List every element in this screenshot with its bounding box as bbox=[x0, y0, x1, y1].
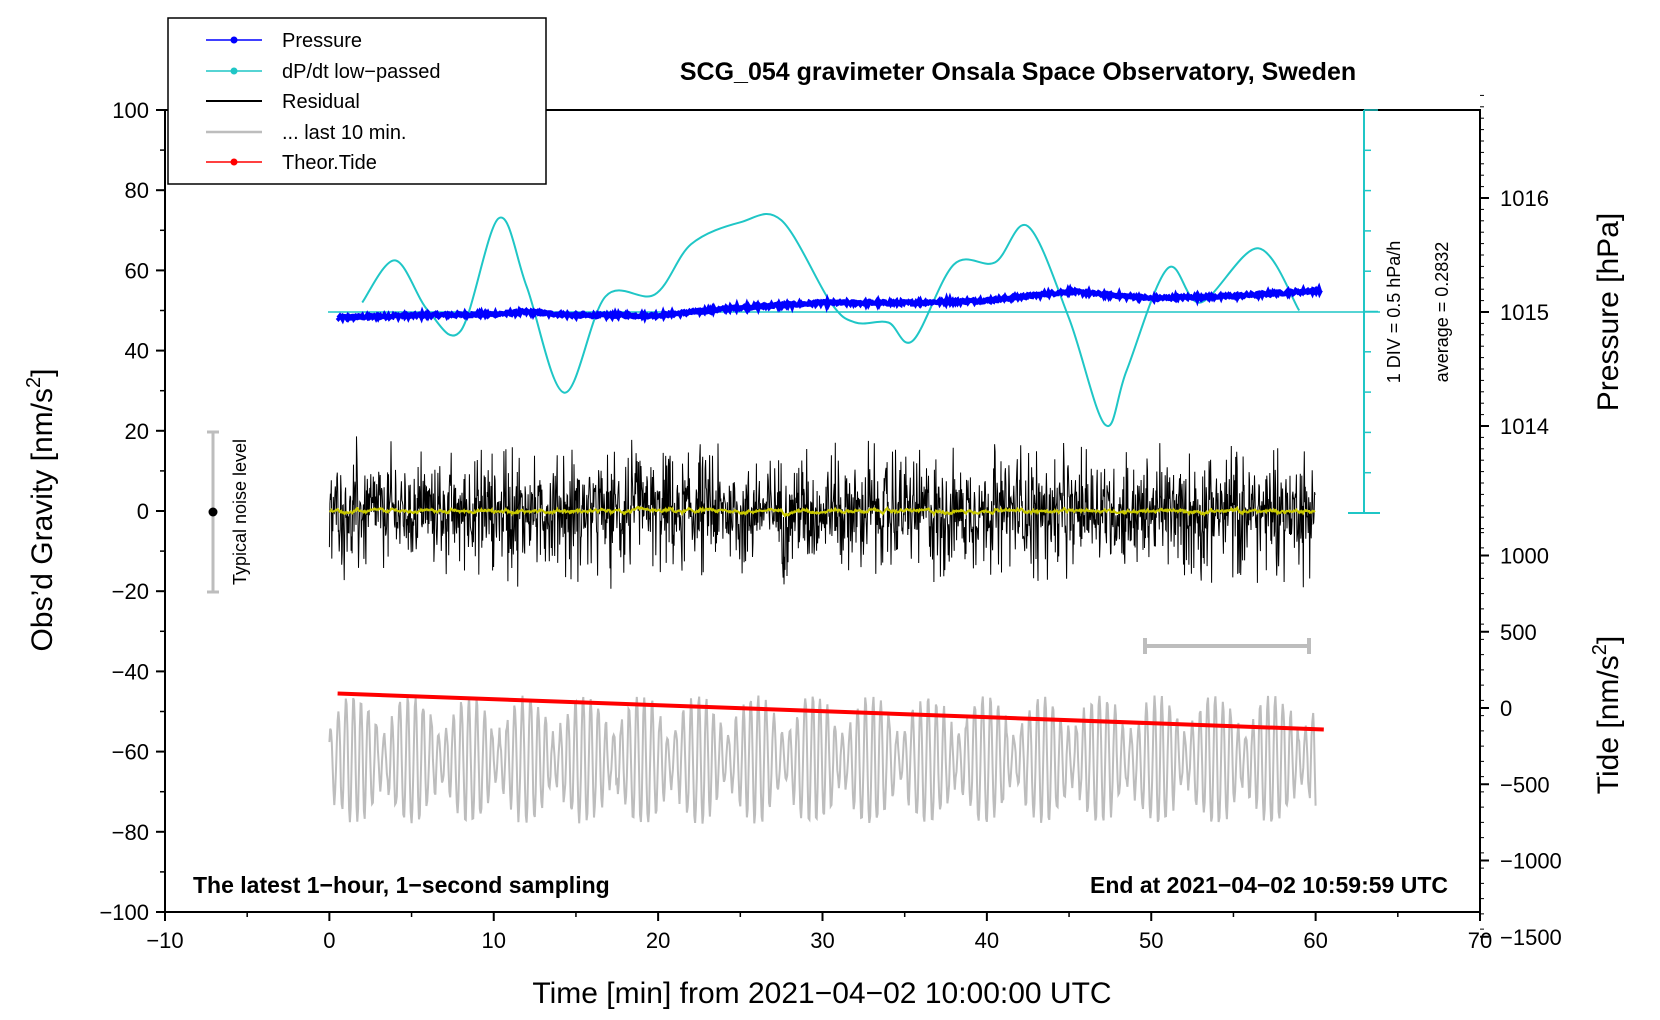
tide-tick-label: −1000 bbox=[1500, 849, 1562, 874]
last-10-min-series-line bbox=[328, 695, 1317, 824]
x-tick-label: 60 bbox=[1303, 928, 1327, 953]
y-axis-label-left: Obs’d Gravity [nm/s2] bbox=[23, 369, 59, 652]
svg-text:Theor.Tide: Theor.Tide bbox=[282, 152, 377, 174]
noise-level-bar bbox=[207, 430, 219, 594]
residual-smoothed-line bbox=[328, 505, 1316, 518]
x-tick-label: 70 bbox=[1468, 928, 1492, 953]
svg-text:Residual: Residual bbox=[282, 91, 360, 113]
y-tick-label: 80 bbox=[125, 178, 149, 203]
y-axis-ticks: 100 80 60 40 20 0 −20 −40 −60 −80 −100 bbox=[99, 98, 165, 925]
y-tick-label: −20 bbox=[112, 579, 149, 604]
tide-series-line bbox=[337, 691, 1324, 732]
x-tick-label: 30 bbox=[810, 928, 834, 953]
x-tick-label: 20 bbox=[646, 928, 670, 953]
end-time-info: End at 2021−04−02 10:59:59 UTC bbox=[1090, 872, 1448, 898]
x-axis-label: Time [min] from 2021−04−02 10:00:00 UTC bbox=[532, 977, 1111, 1010]
pressure-tick-label: 1015 bbox=[1500, 300, 1549, 325]
y-tick-label: 40 bbox=[125, 339, 149, 364]
y-tick-label: 0 bbox=[137, 499, 149, 524]
y-tick-label: −80 bbox=[112, 820, 149, 845]
legend-entry-dpdt: dP/dt low−passed bbox=[206, 61, 440, 83]
legend-entry-residual: Residual bbox=[206, 91, 360, 113]
legend-entry-pressure: Pressure bbox=[206, 30, 362, 52]
x-axis-ticks: −10 0 10 20 30 40 50 60 70 bbox=[146, 912, 1492, 953]
x-tick-label: −10 bbox=[146, 928, 183, 953]
residual-series-line bbox=[328, 436, 1316, 589]
y-tick-label: −60 bbox=[112, 740, 149, 765]
pressure-axis-ticks: 1016 1015 1014 bbox=[1480, 94, 1549, 530]
average-annotation: average = 0.2832 bbox=[1432, 242, 1452, 383]
x-tick-label: 50 bbox=[1139, 928, 1163, 953]
svg-text:Pressure: Pressure bbox=[282, 30, 362, 52]
last-10-min-indicator bbox=[1143, 638, 1311, 654]
pressure-tick-label: 1016 bbox=[1500, 186, 1549, 211]
x-tick-label: 10 bbox=[482, 928, 506, 953]
svg-text:dP/dt low−passed: dP/dt low−passed bbox=[282, 61, 440, 83]
y-axis-label-tide: Tide [nm/s2] bbox=[1589, 636, 1625, 794]
x-tick-label: 0 bbox=[323, 928, 335, 953]
y-tick-label: −40 bbox=[112, 659, 149, 684]
tide-tick-label: 0 bbox=[1500, 696, 1512, 721]
tide-tick-label: −500 bbox=[1500, 772, 1550, 797]
y-axis-label-pressure: Pressure [hPa] bbox=[1592, 213, 1625, 411]
noise-level-label: Typical noise level bbox=[230, 439, 250, 585]
tide-axis-ticks: 1000 500 0 −500 −1000 −1500 bbox=[1480, 532, 1562, 950]
dpdt-scale-bar bbox=[1348, 109, 1380, 514]
y-tick-label: −100 bbox=[99, 900, 149, 925]
y-tick-label: 100 bbox=[112, 98, 149, 123]
svg-text:... last 10 min.: ... last 10 min. bbox=[282, 122, 407, 144]
legend-entry-tide: Theor.Tide bbox=[206, 152, 377, 174]
x-tick-label: 40 bbox=[975, 928, 999, 953]
chart-title: SCG_054 gravimeter Onsala Space Observat… bbox=[680, 58, 1356, 86]
div-annotation: 1 DIV = 0.5 hPa/h bbox=[1384, 241, 1404, 384]
y-tick-label: 20 bbox=[125, 419, 149, 444]
pressure-series-line bbox=[335, 282, 1323, 325]
sampling-info: The latest 1−hour, 1−second sampling bbox=[193, 872, 610, 898]
tide-tick-label: −1500 bbox=[1500, 925, 1562, 950]
tide-tick-label: 1000 bbox=[1500, 544, 1549, 569]
tide-tick-label: 500 bbox=[1500, 620, 1537, 645]
pressure-tick-label: 1014 bbox=[1500, 414, 1549, 439]
dpdt-series-line bbox=[361, 212, 1301, 428]
legend: Pressure dP/dt low−passed Residual ... l… bbox=[167, 17, 547, 185]
y-tick-label: 60 bbox=[125, 258, 149, 283]
legend-entry-last10: ... last 10 min. bbox=[206, 122, 407, 144]
